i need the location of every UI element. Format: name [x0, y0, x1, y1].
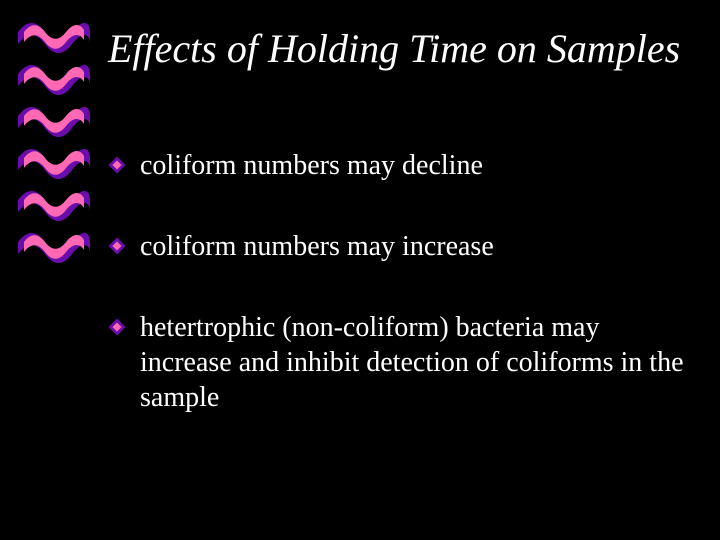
slide-title: Effects of Holding Time on Samples	[108, 26, 688, 72]
slide: Effects of Holding Time on Samples colif…	[0, 0, 720, 540]
bullet-text: coliform numbers may increase	[140, 229, 494, 264]
list-item: coliform numbers may decline	[108, 148, 688, 183]
wave-svg	[18, 18, 90, 270]
decorative-wave-column	[18, 18, 90, 275]
list-item: coliform numbers may increase	[108, 229, 688, 264]
diamond-bullet-icon	[108, 237, 126, 255]
bullet-text: hetertrophic (non-coliform) bacteria may…	[140, 310, 688, 415]
diamond-bullet-icon	[108, 318, 126, 336]
diamond-bullet-icon	[108, 156, 126, 174]
list-item: hetertrophic (non-coliform) bacteria may…	[108, 310, 688, 415]
bullet-list: coliform numbers may decline coliform nu…	[108, 148, 688, 461]
bullet-text: coliform numbers may decline	[140, 148, 483, 183]
